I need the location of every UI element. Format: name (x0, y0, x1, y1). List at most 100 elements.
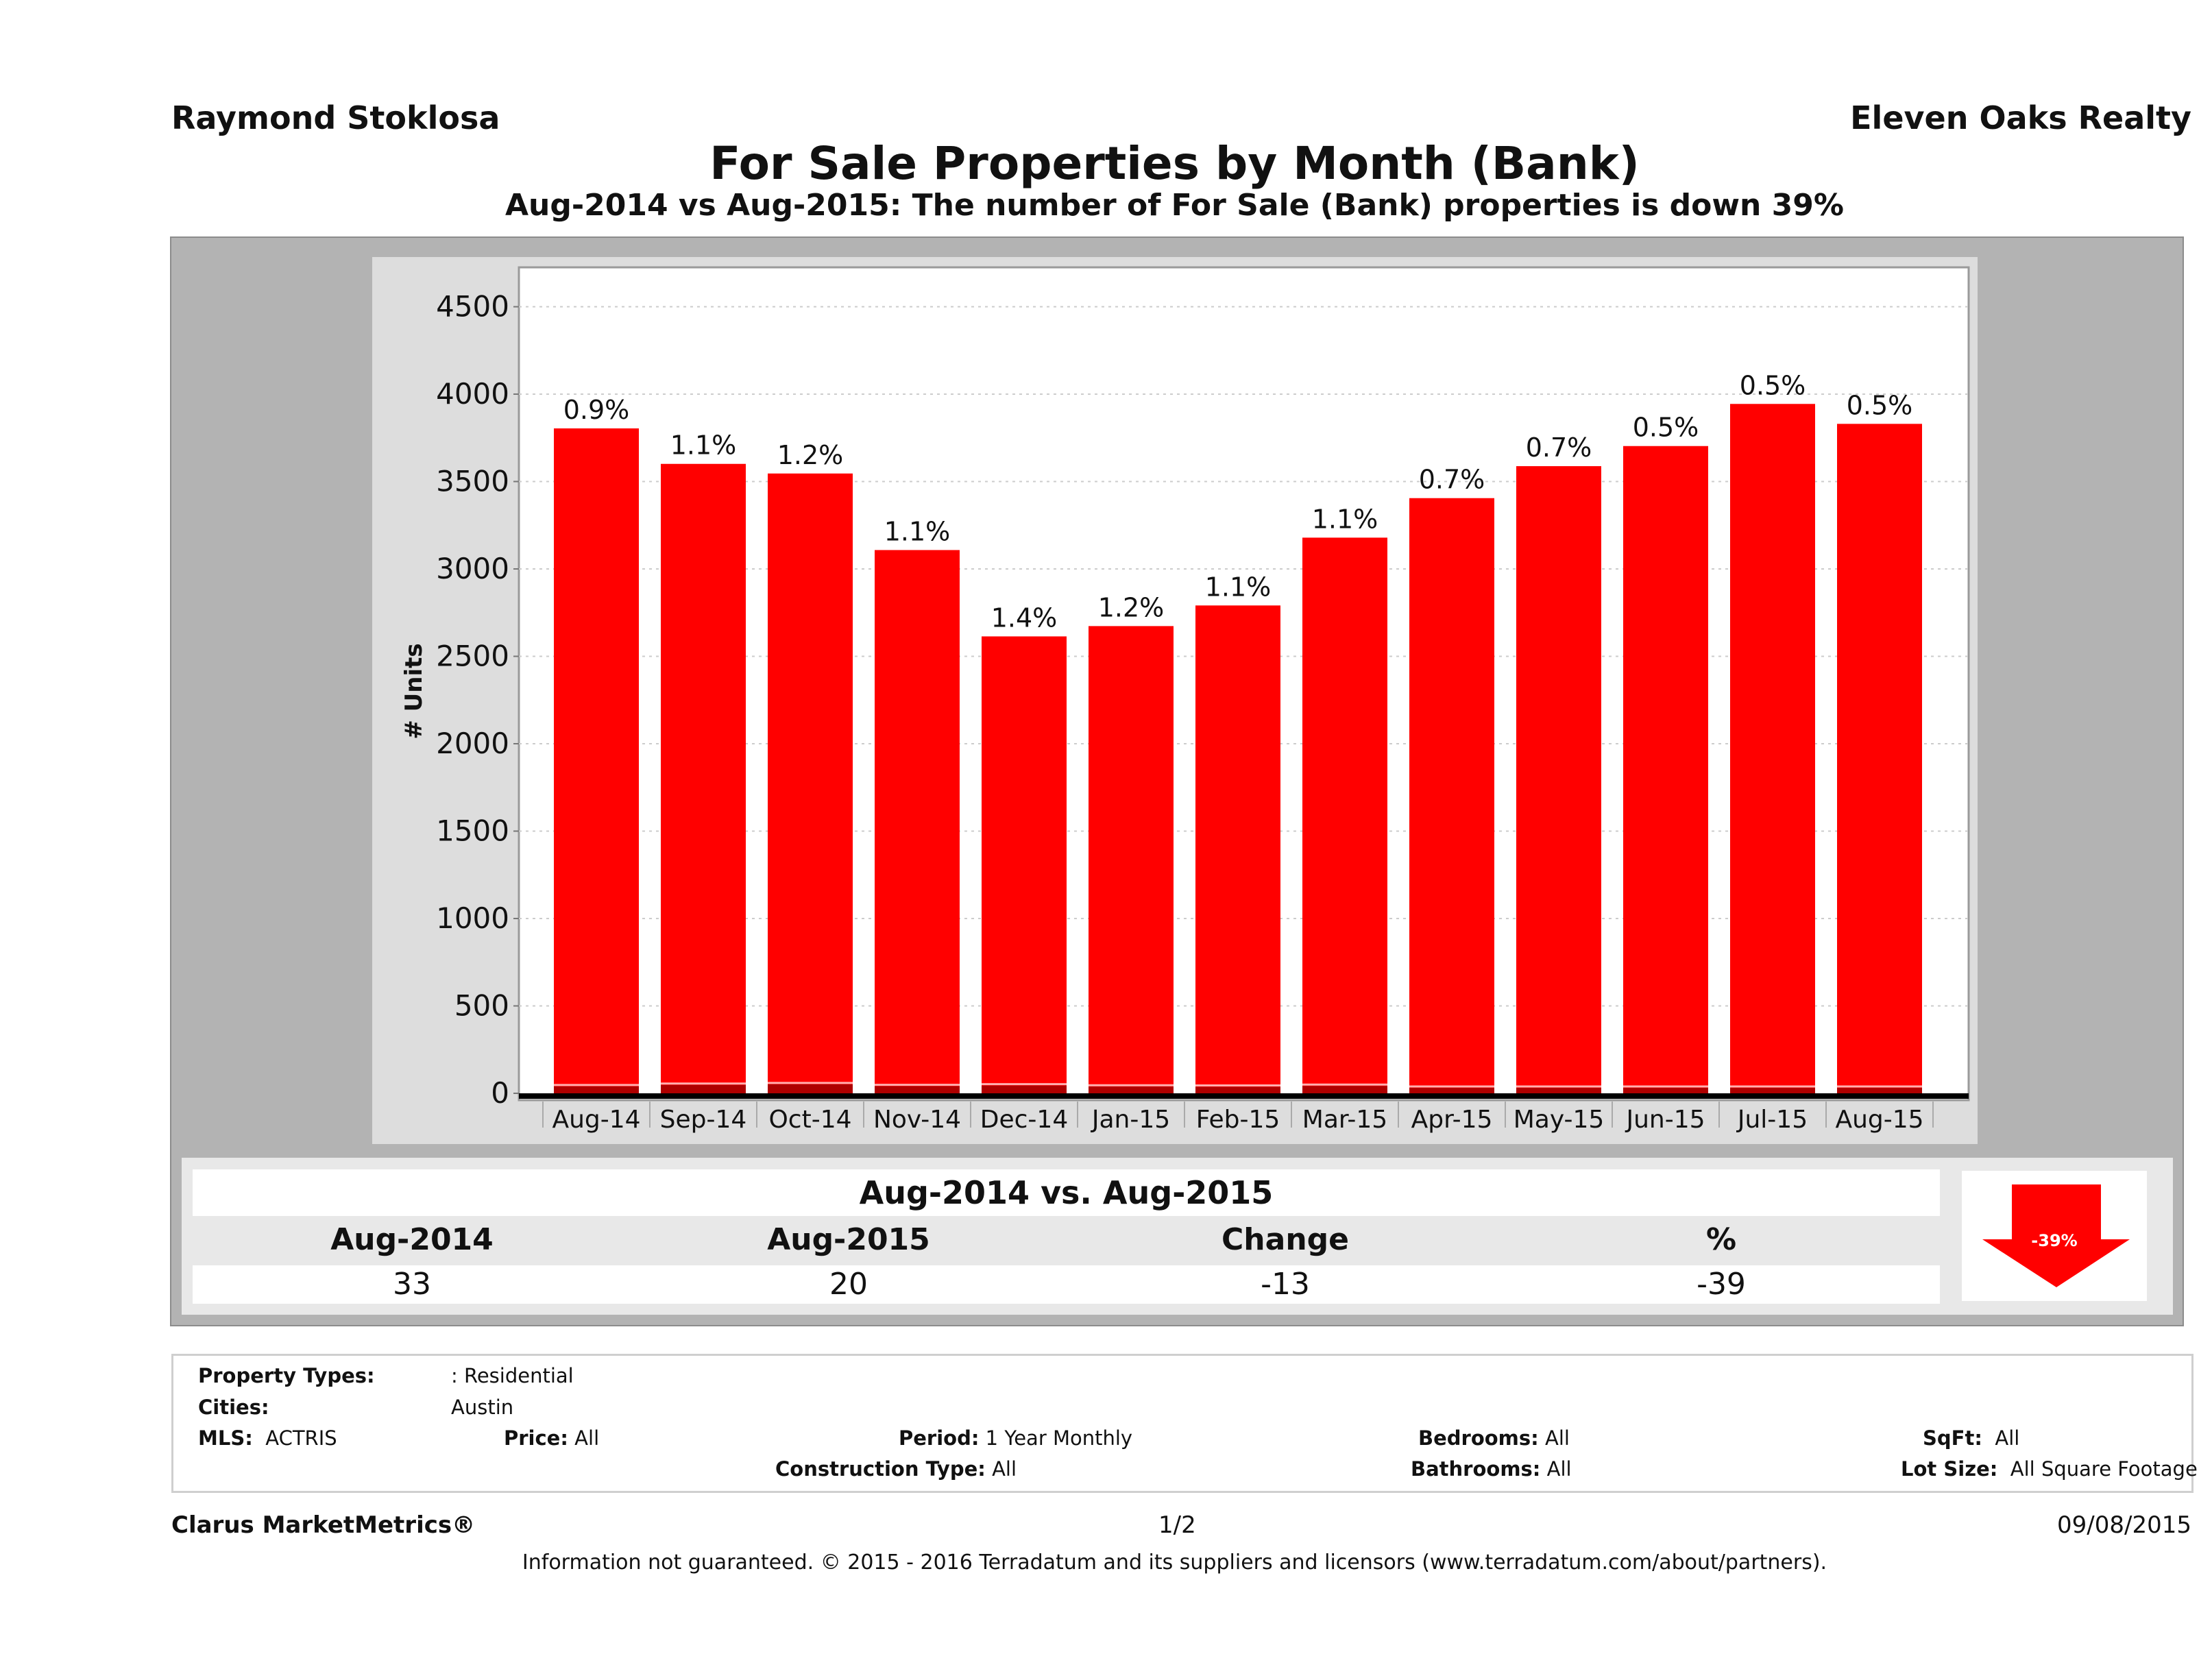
summary-header-change: Change (1222, 1222, 1349, 1257)
report-subtitle: Aug-2014 vs Aug-2015: The number of For … (505, 188, 1844, 223)
y-tick-label: 0 (491, 1076, 509, 1110)
company-name: Eleven Oaks Realty (1850, 99, 2191, 136)
chart-panel: 0 500 1000 1500 2000 2500 3000 3500 4000 4500 # Un… (372, 257, 1978, 1144)
footer-disclaimer: Information not guaranteed. © 2015 - 201… (522, 1551, 1827, 1574)
data-label: 0.9% (563, 395, 630, 425)
x-tick-label: Mar-15 (1302, 1106, 1387, 1134)
y-tick-label: 1000 (436, 901, 509, 935)
filter-period: Period: 1 Year Monthly (899, 1426, 1133, 1450)
filter-sqft: SqFt: All (1923, 1426, 2020, 1450)
filter-bedrooms: Bedrooms: All (1418, 1426, 1570, 1450)
x-tick-label: Nov-14 (873, 1106, 961, 1134)
data-label: 1.1% (884, 516, 951, 546)
data-label: 1.2% (777, 440, 844, 470)
x-tick-label: Jun-15 (1625, 1106, 1705, 1134)
bar-bank-dec-14 (982, 1085, 1067, 1093)
report-date: 09/08/2015 (2057, 1511, 2191, 1539)
bar-total-dec-14 (982, 636, 1067, 1093)
data-label: 0.5% (1633, 413, 1699, 443)
filter-cities: Cities: (198, 1396, 269, 1419)
data-label: 1.1% (670, 430, 737, 461)
data-label: 0.7% (1526, 433, 1592, 463)
change-badge-label: -39% (2031, 1231, 2078, 1250)
change-badge: -39% (1962, 1171, 2147, 1301)
bar-total-aug-14 (554, 428, 639, 1093)
bar-bank-jun-15 (1623, 1088, 1708, 1093)
data-label: 0.5% (1740, 370, 1806, 400)
y-tick-label: 3500 (436, 465, 509, 498)
agent-name: Raymond Stoklosa (171, 99, 500, 136)
y-tick-label: 2000 (436, 727, 509, 760)
filter-bathrooms: Bathrooms: All (1411, 1457, 1572, 1481)
x-tick-label: Sep-14 (660, 1106, 747, 1134)
summary-value-aug-2014: 33 (393, 1267, 431, 1302)
x-tick-label: Aug-15 (1835, 1106, 1923, 1134)
x-tick-label: Dec-14 (980, 1106, 1068, 1134)
filter-mls: MLS: ACTRIS (198, 1426, 337, 1450)
bar-total-may-15 (1516, 466, 1601, 1093)
bar-bank-nov-14 (875, 1086, 960, 1093)
summary-value-change: -13 (1261, 1267, 1310, 1302)
x-tick-label: Jan-15 (1091, 1106, 1170, 1134)
x-tick-label: Oct-14 (768, 1106, 851, 1134)
data-label: 1.2% (1098, 592, 1165, 622)
filter-construction-type: Construction Type: All (775, 1457, 1017, 1481)
filter-property-types: Property Types: (198, 1364, 375, 1387)
summary-header-row: Aug-2014 Aug-2015 Change % (193, 1219, 1940, 1261)
y-tick-label: 4000 (436, 377, 509, 411)
bar-bank-feb-15 (1195, 1086, 1280, 1093)
down-arrow-icon (1982, 1184, 2130, 1287)
bar-bank-sep-14 (661, 1084, 746, 1093)
filter-property-types-value: : Residential (451, 1364, 574, 1387)
summary-title: Aug-2014 vs. Aug-2015 (193, 1169, 1940, 1216)
y-axis-title: # Units (400, 643, 428, 739)
summary-header-aug-2015: Aug-2015 (767, 1222, 930, 1257)
bar-total-mar-15 (1302, 537, 1387, 1093)
data-label: 1.1% (1312, 504, 1378, 534)
y-tick-label: 1500 (436, 814, 509, 848)
x-tick-label: Feb-15 (1196, 1106, 1280, 1134)
bar-total-feb-15 (1195, 605, 1280, 1093)
data-label: 0.7% (1419, 465, 1485, 495)
report-title: For Sale Properties by Month (Bank) (709, 137, 1640, 190)
bar-bank-aug-14 (554, 1086, 639, 1093)
bar-total-nov-14 (875, 550, 960, 1093)
bar-bank-apr-15 (1409, 1088, 1494, 1093)
data-label: 1.1% (1205, 572, 1272, 602)
bar-bank-may-15 (1516, 1088, 1601, 1093)
bar-bank-oct-14 (768, 1084, 853, 1093)
bar-total-oct-14 (768, 473, 853, 1093)
bar-chart: 0 500 1000 1500 2000 2500 3000 3500 4000 4500 # Un… (400, 266, 1970, 1134)
bar-bank-mar-15 (1302, 1086, 1387, 1093)
filter-price: Price: All (504, 1426, 600, 1450)
summary-header-aug-2014: Aug-2014 (330, 1222, 494, 1257)
x-axis-baseline (519, 1093, 1969, 1099)
bar-total-aug-15 (1837, 424, 1922, 1093)
filter-cities-value: Austin (451, 1396, 514, 1419)
filter-criteria: Property Types: : Residential Cities: Au… (171, 1354, 2198, 1493)
data-label: 0.5% (1847, 390, 1913, 420)
summary-value-row: 33 20 -13 -39 (193, 1265, 1940, 1304)
bar-total-sep-14 (661, 463, 746, 1093)
bar-bank-aug-15 (1837, 1088, 1922, 1093)
y-tick-label: 4500 (436, 290, 509, 324)
summary-value-percent: -39 (1697, 1267, 1746, 1302)
x-tick-label: May-15 (1514, 1106, 1605, 1134)
bar-total-jan-15 (1089, 626, 1174, 1093)
bar-bank-jul-15 (1730, 1088, 1815, 1093)
bar-total-jul-15 (1730, 404, 1815, 1093)
filter-lot-size: Lot Size: All Square Footage (1901, 1457, 2198, 1481)
y-tick-label: 500 (454, 989, 509, 1023)
y-tick-label: 2500 (436, 640, 509, 673)
bar-total-apr-15 (1409, 498, 1494, 1093)
summary-header-percent: % (1705, 1222, 1737, 1257)
x-tick-label: Apr-15 (1411, 1106, 1493, 1134)
bar-bank-jan-15 (1089, 1086, 1174, 1093)
footer-brand: Clarus MarketMetrics® (171, 1511, 476, 1539)
data-label: 1.4% (991, 603, 1058, 633)
bar-total-jun-15 (1623, 446, 1708, 1093)
x-tick-label: Aug-14 (552, 1106, 640, 1134)
summary-value-aug-2015: 20 (829, 1267, 868, 1302)
y-tick-label: 3000 (436, 552, 509, 585)
x-tick-label: Jul-15 (1736, 1106, 1808, 1134)
